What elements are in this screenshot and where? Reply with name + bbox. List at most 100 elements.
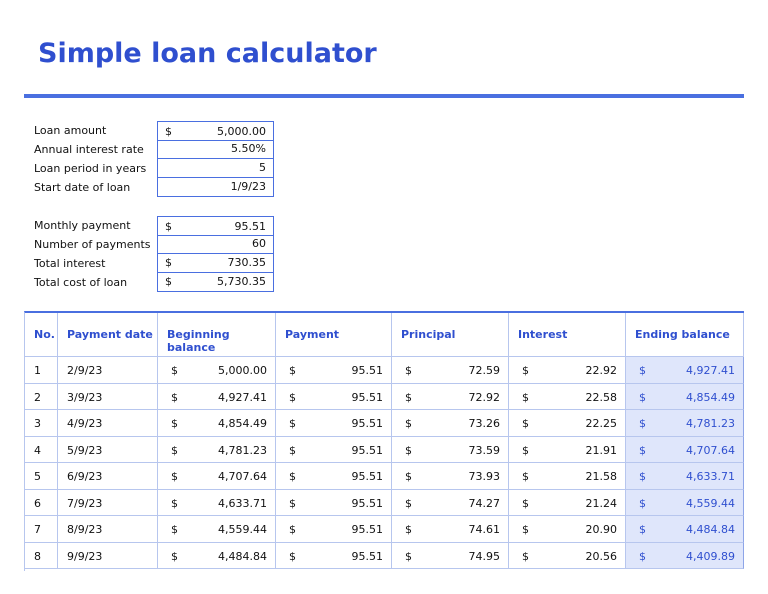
cell-value: 73.93 bbox=[468, 470, 501, 483]
cell-value: 20.56 bbox=[585, 549, 618, 563]
cell-value: 4,409.89 bbox=[686, 549, 735, 563]
cell-text: 2 bbox=[34, 390, 41, 404]
table-cell: 3/9/23 bbox=[58, 383, 158, 410]
cell-value: 95.51 bbox=[351, 523, 384, 536]
currency-symbol: $ bbox=[289, 470, 296, 483]
table-cell: 3 bbox=[25, 410, 58, 437]
header-text: Payment date bbox=[67, 328, 153, 341]
currency-symbol: $ bbox=[522, 364, 529, 377]
currency-symbol: $ bbox=[639, 470, 646, 483]
input-label: Total interest bbox=[34, 257, 106, 270]
table-cell: 7/9/23 bbox=[58, 489, 158, 516]
cell-value: 4,559.44 bbox=[218, 523, 267, 536]
cell-value: 4,559.44 bbox=[686, 496, 735, 510]
table-cell: 1 bbox=[25, 357, 58, 384]
currency-symbol: $ bbox=[165, 125, 172, 138]
currency-symbol: $ bbox=[289, 549, 296, 563]
input-label: Start date of loan bbox=[34, 181, 131, 194]
input-label: Number of payments bbox=[34, 238, 151, 251]
currency-symbol: $ bbox=[639, 523, 646, 536]
cell-value: 4,633.71 bbox=[218, 496, 267, 510]
cell-text: 6 bbox=[34, 496, 41, 510]
cell-value: 4,633.71 bbox=[686, 470, 735, 483]
currency-symbol: $ bbox=[405, 417, 412, 430]
table-cell: $95.51 bbox=[276, 383, 392, 410]
currency-symbol: $ bbox=[639, 496, 646, 510]
table-cell: $95.51 bbox=[276, 410, 392, 437]
cell-value: 95.51 bbox=[351, 417, 384, 430]
table-cell: $4,633.71 bbox=[626, 463, 744, 490]
cell-text: 8/9/23 bbox=[67, 523, 103, 536]
currency-symbol: $ bbox=[522, 470, 529, 483]
header-text: No. bbox=[34, 328, 55, 341]
header-text: Payment bbox=[285, 328, 340, 341]
table-cell: $4,854.49 bbox=[158, 410, 276, 437]
cell-value: 73.26 bbox=[468, 417, 501, 430]
currency-symbol: $ bbox=[522, 390, 529, 404]
currency-symbol: $ bbox=[171, 523, 178, 536]
currency-symbol: $ bbox=[639, 390, 646, 404]
currency-symbol: $ bbox=[171, 364, 178, 377]
table-cell: $21.24 bbox=[509, 489, 626, 516]
schedule-table: No. Payment date Beginning balance Payment P… bbox=[24, 311, 744, 571]
table-cell: $21.58 bbox=[509, 463, 626, 490]
cell-value: 4,707.64 bbox=[218, 470, 267, 483]
cell-value: 72.92 bbox=[468, 390, 501, 404]
table-cell: $74.61 bbox=[392, 516, 509, 543]
currency-symbol: $ bbox=[405, 549, 412, 563]
cell-value: 4,484.84 bbox=[218, 549, 267, 563]
table-cell: $73.26 bbox=[392, 410, 509, 437]
header-cell: Interest bbox=[509, 313, 626, 357]
input-value: 730.35 bbox=[227, 256, 267, 269]
table-cell: $95.51 bbox=[276, 489, 392, 516]
input-value: 1/9/23 bbox=[230, 180, 266, 193]
cell-value: 4,484.84 bbox=[686, 523, 735, 536]
header-cell: Ending balance bbox=[626, 313, 744, 357]
currency-symbol: $ bbox=[522, 523, 529, 536]
input-label: Annual interest rate bbox=[34, 143, 144, 156]
table-cell: 5 bbox=[25, 463, 58, 490]
table-cell: $22.25 bbox=[509, 410, 626, 437]
currency-symbol: $ bbox=[289, 496, 296, 510]
cell-text: 1 bbox=[34, 364, 41, 377]
table-cell: 8/9/23 bbox=[58, 516, 158, 543]
table-cell: $4,927.41 bbox=[158, 383, 276, 410]
input-label: Monthly payment bbox=[34, 219, 131, 232]
table-cell: $73.59 bbox=[392, 436, 509, 463]
currency-symbol: $ bbox=[522, 549, 529, 563]
cell-value: 95.51 bbox=[351, 364, 384, 377]
input-value: 5,730.35 bbox=[217, 275, 266, 288]
cell-value: 95.51 bbox=[351, 549, 384, 563]
table-cell: $95.51 bbox=[276, 542, 392, 569]
currency-symbol: $ bbox=[639, 364, 646, 377]
cell-text: 6/9/23 bbox=[67, 470, 103, 483]
table-cell: 7 bbox=[25, 516, 58, 543]
currency-symbol: $ bbox=[405, 470, 412, 483]
cell-value: 72.59 bbox=[468, 364, 501, 377]
input-value: 5 bbox=[259, 161, 266, 174]
table-cell: $4,633.71 bbox=[158, 489, 276, 516]
table-cell: $95.51 bbox=[276, 436, 392, 463]
cell-value: 22.58 bbox=[585, 390, 618, 404]
table-cell: 8 bbox=[25, 542, 58, 569]
currency-symbol: $ bbox=[289, 443, 296, 457]
currency-symbol: $ bbox=[405, 443, 412, 457]
table-cell: $4,484.84 bbox=[158, 542, 276, 569]
currency-symbol: $ bbox=[405, 496, 412, 510]
cell-value: 5,000.00 bbox=[218, 364, 267, 377]
cell-value: 22.92 bbox=[585, 364, 618, 377]
title: Simple loan calculator bbox=[38, 38, 377, 69]
cell-value: 4,927.41 bbox=[686, 364, 735, 377]
header-text: Principal bbox=[401, 328, 456, 341]
cell-text: 8 bbox=[34, 549, 41, 563]
cell-value: 22.25 bbox=[585, 417, 618, 430]
cell-value: 95.51 bbox=[351, 390, 384, 404]
currency-symbol: $ bbox=[289, 390, 296, 404]
currency-symbol: $ bbox=[522, 496, 529, 510]
input-box: 1/9/23 bbox=[157, 178, 274, 197]
currency-symbol: $ bbox=[171, 496, 178, 510]
cell-text: 3 bbox=[34, 417, 41, 430]
table-cell: 9/9/23 bbox=[58, 542, 158, 569]
currency-symbol: $ bbox=[405, 390, 412, 404]
cell-value: 95.51 bbox=[351, 443, 384, 457]
